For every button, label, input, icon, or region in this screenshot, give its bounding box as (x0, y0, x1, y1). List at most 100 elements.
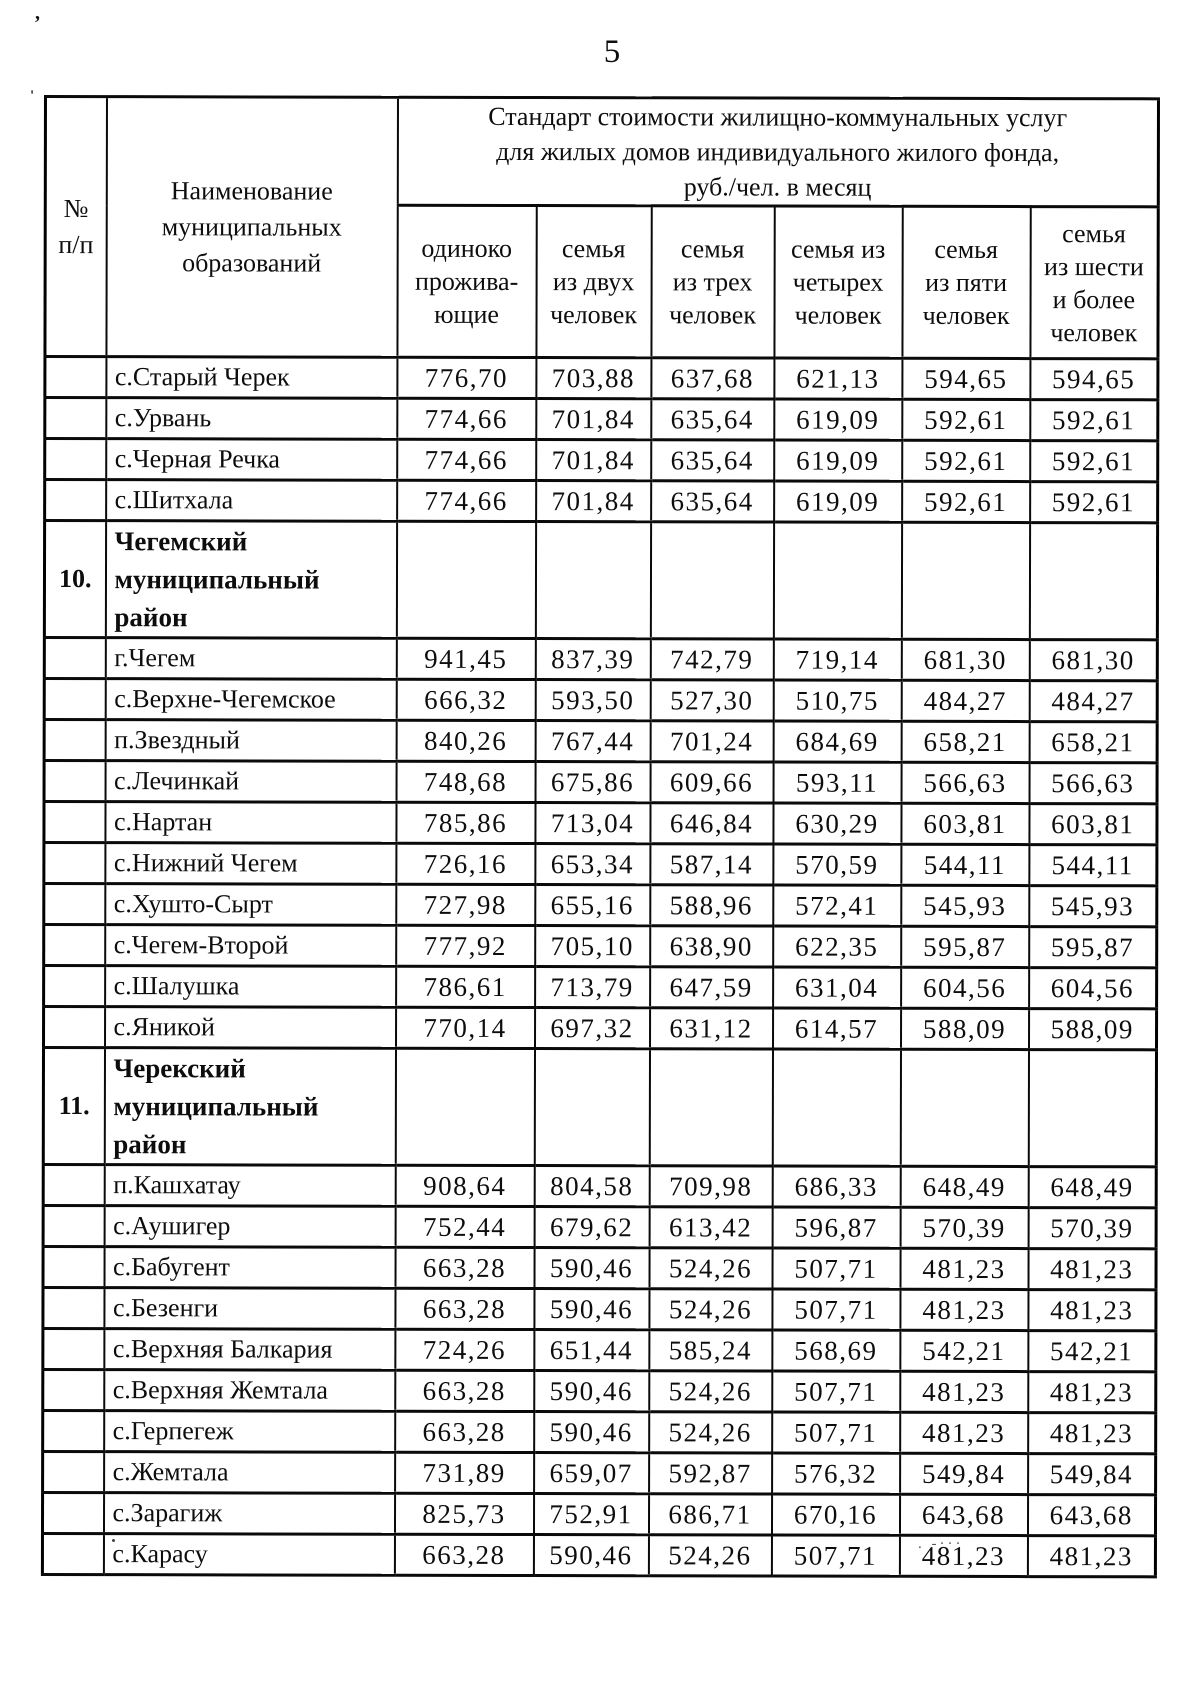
row-number-cell (43, 842, 105, 884)
cost-value-cell: 484,27 (901, 680, 1030, 722)
cost-value-cell: 507,71 (771, 1535, 900, 1577)
cost-value-cell: 701,84 (535, 398, 651, 440)
cost-value-cell: 684,69 (773, 721, 902, 763)
cost-value-cell (900, 1049, 1029, 1167)
municipality-name-cell: с.Старый Черек (105, 356, 397, 399)
cost-value-cell (772, 1049, 901, 1167)
cost-value-cell: 770,14 (395, 1007, 535, 1049)
row-number-cell (42, 1533, 104, 1575)
cost-value-cell: 481,23 (899, 1535, 1028, 1577)
cost-value-cell: 588,09 (1028, 1008, 1157, 1050)
cost-value-cell: 786,61 (395, 966, 535, 1008)
cost-value-cell: 545,93 (900, 885, 1029, 927)
cost-value-cell: 703,88 (535, 357, 651, 399)
cost-value-cell: 663,28 (395, 1247, 535, 1289)
municipality-name-cell: с.Шитхала (105, 479, 397, 522)
row-number-cell (42, 1328, 104, 1370)
cost-value-cell: 481,23 (1027, 1412, 1156, 1454)
table-row: с.Аушигер 752,44 679,62 613,42 596,87 570,39 5… (43, 1205, 1157, 1249)
row-number-cell (42, 1492, 104, 1534)
cost-value-cell: 663,28 (394, 1411, 534, 1453)
cost-value-cell: 679,62 (534, 1206, 650, 1248)
cost-value-cell: 655,16 (534, 884, 650, 926)
row-number-cell (44, 637, 106, 679)
table-row: с.Бабугент 663,28 590,46 524,26 507,71 481,23… (43, 1246, 1157, 1290)
cost-value-cell: 619,09 (773, 440, 902, 482)
cost-value-cell: 614,57 (772, 1008, 901, 1050)
cost-value-cell: 524,26 (648, 1370, 772, 1413)
table-row: с.Хушто-Сырт 727,98 655,16 588,96 572,41 545,… (43, 883, 1157, 927)
cost-value-cell (1028, 1049, 1157, 1167)
scan-artifact-speck (112, 1539, 115, 1542)
municipality-name-cell: Чегемский муниципальный район (105, 520, 397, 639)
cost-value-cell: 637,68 (650, 357, 774, 400)
row-number-cell (44, 719, 106, 761)
cost-value-cell (901, 522, 1030, 640)
cost-value-cell: 542,21 (899, 1330, 1028, 1372)
cost-value-cell (650, 521, 774, 640)
cost-value-cell: 542,21 (1027, 1330, 1156, 1372)
district-section-row: 10. Чегемский муниципальный район (44, 520, 1158, 640)
cost-value-cell: 593,50 (535, 679, 651, 721)
municipality-name-cell: п.Звездный (105, 719, 397, 762)
municipality-name-cell: с.Аушигер (104, 1205, 396, 1248)
table-row: с.Зарагиж 825,73 752,91 686,71 670,16 643,68 6… (42, 1492, 1156, 1536)
cost-value-cell: 544,11 (1028, 844, 1157, 886)
row-number-cell: 10. (44, 520, 106, 638)
row-number-cell (42, 1287, 105, 1329)
cost-value-cell: 587,14 (649, 843, 773, 886)
table-row: г.Чегем 941,45 837,39 742,79 719,14 681,30 681… (44, 637, 1158, 681)
cost-value-cell: 653,34 (534, 843, 650, 885)
cost-value-cell: 585,24 (648, 1329, 772, 1372)
cost-value-cell: 742,79 (650, 638, 774, 681)
table-header: № п/п Наименование муниципальных образов… (44, 96, 1159, 359)
municipality-name-cell: с.Урвань (105, 397, 397, 440)
cost-value-cell: 549,84 (899, 1453, 1028, 1495)
cost-value-cell: 544,11 (900, 844, 1029, 886)
municipality-name-cell: Черекский муниципальный район (104, 1047, 396, 1166)
municipality-name-cell: с.Верхняя Балкария (103, 1328, 395, 1371)
municipality-name-cell: с.Бабугент (104, 1246, 396, 1289)
cost-value-cell: 481,23 (1027, 1289, 1157, 1331)
cost-value-cell: 646,84 (649, 802, 774, 845)
cost-value-cell: 658,21 (901, 721, 1030, 763)
cost-value-cell: 659,07 (533, 1452, 649, 1494)
cost-value-cell: 481,23 (899, 1289, 1029, 1331)
cost-value-cell: 941,45 (396, 638, 536, 680)
cost-value-cell (395, 1048, 535, 1166)
cost-value-cell: 590,46 (534, 1247, 650, 1289)
municipality-name-cell: с.Зарагиж (103, 1492, 395, 1535)
cost-value-cell: 592,61 (901, 399, 1030, 441)
row-number-cell (42, 1410, 104, 1452)
column-header-family-of-six-plus: семья из шести и более человек (1029, 206, 1159, 359)
cost-value-cell: 576,32 (771, 1453, 900, 1495)
scan-artifact-mark: ’ (34, 12, 41, 34)
row-number-cell (43, 1205, 105, 1247)
municipality-name-cell: с.Безенги (103, 1287, 396, 1330)
table-row: с.Нартан 785,86 713,04 646,84 630,29 603,81 60… (43, 801, 1158, 845)
cost-value-cell: 549,84 (1027, 1453, 1156, 1495)
table-row: с.Безенги 663,28 590,46 524,26 507,71 481,23 4… (42, 1287, 1157, 1331)
cost-value-cell: 592,61 (1029, 399, 1158, 441)
table-row: с.Карасу 663,28 590,46 524,26 507,71 481,23 48… (42, 1533, 1156, 1577)
cost-value-cell: 663,28 (394, 1534, 534, 1576)
cost-value-cell: 619,09 (773, 481, 902, 523)
cost-value-cell: 651,44 (533, 1329, 649, 1371)
cost-value-cell: 592,61 (901, 440, 1030, 482)
cost-value-cell: 566,63 (901, 762, 1030, 804)
table-row: с.Урвань 774,66 701,84 635,64 619,09 592,61 59… (44, 397, 1158, 441)
cost-value-cell: 748,68 (396, 761, 536, 803)
cost-value-cell: 774,66 (396, 398, 536, 440)
cost-value-cell: 630,29 (772, 803, 902, 845)
cost-value-cell: 590,46 (533, 1370, 649, 1412)
table-row: п.Кашхатау 908,64 804,58 709,98 686,33 648,49… (43, 1164, 1157, 1208)
cost-value-cell: 507,71 (771, 1289, 901, 1331)
municipality-name-cell: с.Яникой (104, 1006, 396, 1049)
column-header-group-standard-cost: Стандарт стоимости жилищно-коммунальных … (397, 97, 1159, 207)
cost-value-cell: 592,61 (901, 481, 1030, 523)
row-number-cell (42, 1451, 104, 1493)
cost-value-cell: 595,87 (900, 926, 1029, 968)
cost-value-cell: 785,86 (395, 802, 536, 844)
housing-services-cost-table: № п/п Наименование муниципальных образов… (40, 95, 1161, 1579)
cost-value-cell: 719,14 (773, 639, 902, 681)
